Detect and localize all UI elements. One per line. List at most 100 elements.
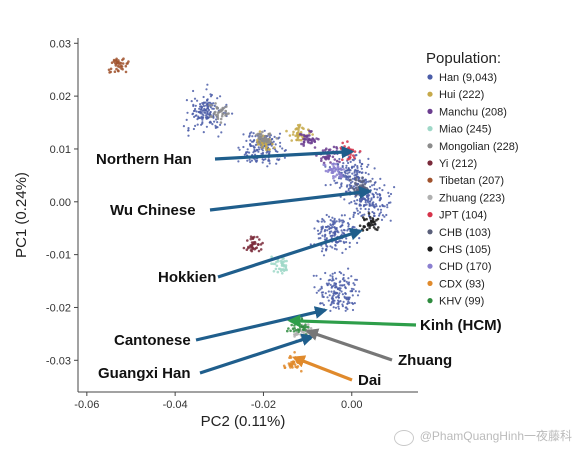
legend-label: Hui (222): [439, 89, 484, 101]
data-point: [324, 234, 327, 237]
data-point: [330, 290, 333, 293]
data-point: [259, 243, 263, 246]
x-tick-label: -0.06: [74, 399, 99, 411]
series-6: [107, 57, 130, 74]
data-point: [344, 248, 347, 251]
data-point: [266, 138, 270, 142]
data-point: [257, 150, 260, 153]
data-point: [307, 323, 310, 326]
data-point: [298, 125, 301, 128]
data-point: [199, 108, 203, 111]
data-point: [349, 160, 352, 163]
data-point: [334, 244, 337, 247]
data-point: [242, 246, 246, 250]
data-point: [260, 152, 263, 155]
legend-marker: [427, 108, 433, 114]
data-point: [352, 188, 356, 191]
data-point: [329, 223, 332, 226]
data-point: [319, 302, 322, 305]
data-point: [332, 294, 335, 297]
data-point: [373, 205, 376, 208]
data-point: [320, 220, 323, 223]
data-point: [320, 250, 324, 253]
data-point: [342, 173, 345, 177]
data-point: [109, 67, 113, 71]
data-point: [369, 219, 373, 223]
data-point: [242, 145, 245, 149]
data-point: [336, 165, 340, 168]
data-point: [297, 330, 301, 334]
data-point: [212, 107, 215, 110]
data-point: [340, 229, 343, 232]
data-point: [114, 64, 118, 67]
data-point: [344, 169, 347, 172]
data-point: [248, 132, 252, 135]
data-point: [360, 162, 363, 166]
y-axis-title: PC1 (0.24%): [13, 172, 30, 258]
data-point: [315, 291, 318, 294]
data-point: [338, 157, 341, 161]
data-point: [351, 308, 355, 312]
data-point: [329, 283, 332, 286]
annotation-arrow: [199, 333, 315, 375]
data-point: [371, 177, 374, 180]
data-point: [249, 144, 252, 148]
data-point: [367, 157, 370, 160]
data-point: [324, 228, 327, 232]
legend-label: Miao (245): [439, 124, 492, 136]
data-point: [319, 288, 322, 291]
data-point: [253, 247, 256, 251]
data-point: [261, 146, 265, 149]
data-point: [353, 302, 356, 305]
data-point: [334, 175, 337, 178]
data-point: [376, 193, 379, 196]
data-point: [377, 208, 380, 211]
legend-marker: [427, 229, 433, 235]
data-point: [378, 194, 382, 197]
data-point: [330, 302, 333, 305]
data-point: [209, 110, 212, 114]
data-point: [343, 145, 346, 148]
data-point: [354, 278, 357, 281]
data-point: [348, 217, 351, 220]
annotation-arrow: [287, 314, 417, 328]
data-point: [336, 169, 340, 173]
data-point: [325, 244, 328, 247]
data-point: [328, 148, 332, 151]
legend-marker: [427, 194, 433, 200]
data-point: [345, 280, 348, 283]
data-point: [347, 187, 350, 190]
data-point: [356, 173, 359, 176]
data-point: [335, 159, 339, 163]
annotation-label: Dai: [358, 372, 381, 389]
data-point: [372, 226, 376, 229]
data-point: [215, 126, 218, 129]
data-point: [338, 220, 341, 223]
data-point: [332, 175, 335, 178]
data-point: [327, 299, 330, 302]
data-point: [367, 163, 370, 166]
data-point: [356, 294, 360, 297]
data-point: [352, 211, 356, 214]
data-point: [364, 199, 367, 202]
data-point: [374, 191, 377, 194]
data-point: [326, 229, 329, 232]
data-point: [296, 365, 300, 368]
data-point: [341, 251, 344, 254]
data-point: [204, 108, 208, 111]
legend-label: CHD (170): [439, 261, 492, 273]
data-point: [297, 138, 301, 142]
data-point: [321, 234, 324, 237]
data-point: [281, 263, 284, 266]
data-point: [243, 153, 246, 156]
data-point: [214, 113, 218, 117]
data-point: [333, 299, 336, 302]
data-point: [321, 149, 325, 152]
data-point: [332, 222, 335, 225]
data-point: [332, 177, 335, 180]
annotation-label: Hokkien: [158, 269, 216, 286]
data-point: [342, 300, 345, 303]
data-point: [202, 101, 205, 104]
data-point: [278, 136, 281, 139]
data-point: [376, 196, 379, 199]
